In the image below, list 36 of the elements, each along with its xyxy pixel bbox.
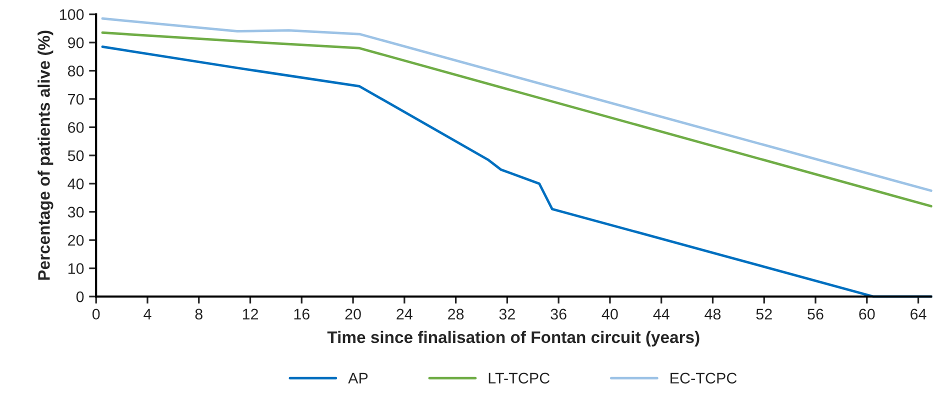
line-series [101,46,932,298]
x-tick-label: 40 [602,308,618,320]
y-tick-label: 100 [60,9,84,20]
x-tick-label: 48 [704,308,721,320]
x-tick-label: 36 [550,308,566,320]
x-tick-label: 12 [242,308,258,320]
y-axis-title: Percentage of patients alive (%) [38,30,54,280]
x-tick-label: 0 [92,308,100,320]
x-tick-label: 8 [195,308,202,320]
y-tick-label: 10 [68,263,84,274]
y-tick-label: 0 [76,291,84,302]
x-axis-title: Time since finalisation of Fontan circuit (years) [327,330,700,346]
y-tick-label: 60 [68,122,84,133]
x-tick-label: 44 [653,308,670,320]
legend-label: EC-TCPC [670,372,737,384]
x-tick-label: 4 [144,308,152,320]
y-tick-label: 70 [68,94,84,105]
x-tick-label: 32 [499,308,515,320]
y-tick-label: 30 [68,206,84,218]
x-tick-label: 60 [859,308,875,320]
x-tick-label: 64 [910,308,926,320]
y-tick-label: 80 [68,66,84,76]
legend-label: AP [348,372,368,384]
line-series [101,31,932,208]
x-tick-label: 52 [756,308,772,320]
x-tick-label: 16 [294,308,310,320]
x-tick-label: 28 [448,308,464,320]
legend-label: LT-TCPC [488,372,550,384]
y-tick-label: 20 [68,234,84,246]
y-tick-label: 50 [68,150,84,162]
x-tick-label: 24 [396,308,412,320]
y-tick-label: 90 [68,37,84,48]
y-tick-label: 40 [68,178,84,190]
x-tick-label: 20 [345,308,361,320]
line-series [101,17,932,192]
x-tick-label: 56 [808,308,824,320]
